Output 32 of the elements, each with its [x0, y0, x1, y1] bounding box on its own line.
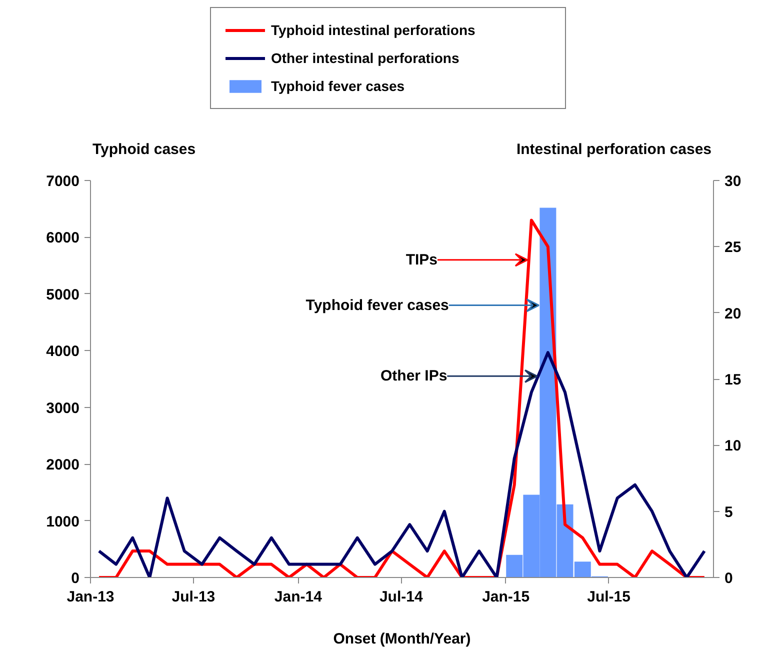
x-axis-title: Onset (Month/Year) [333, 630, 471, 648]
y2-tick-label: 10 [724, 438, 742, 455]
x-tick-label: Jan-14 [274, 588, 323, 606]
y-tick-label: 7000 [46, 173, 80, 190]
line-series [98, 218, 706, 578]
annotation: Other IPs [380, 368, 448, 385]
y2-tick-label: 25 [724, 239, 742, 256]
y-tick-label: 1000 [46, 513, 80, 530]
y2-tick-label: 20 [724, 305, 742, 322]
y-tick-label: 4000 [46, 343, 80, 360]
y2-tick-label: 5 [724, 504, 733, 521]
y-tick-label: 3000 [46, 400, 80, 417]
y-tick-label: 2000 [46, 456, 80, 474]
legend-label: Typhoid fever cases [271, 78, 406, 94]
x-tick-label: Jan-15 [482, 588, 530, 606]
y-tick-label: 0 [71, 570, 80, 587]
y-tick-label: 5000 [46, 286, 80, 304]
y2-tick-label: 0 [724, 570, 733, 587]
legend-label: Other intestinal perforations [271, 50, 460, 66]
y2-tick-label: 15 [724, 372, 742, 388]
annotation: TIPs [406, 251, 438, 268]
legend-label: Typhoid intestinal perforations [271, 22, 476, 38]
y2-axis-title: Intestinal perforation cases [516, 141, 712, 158]
x-tick-label: Jan-13 [66, 588, 114, 606]
y-axis-title: Typhoid cases [92, 141, 196, 158]
x-tick-label: Jul-15 [587, 588, 630, 606]
line-series [98, 351, 706, 578]
annotation: Typhoid fever cases [306, 296, 449, 314]
y2-tick-label: 30 [724, 173, 742, 190]
x-tick-label: Jul-14 [379, 588, 424, 606]
x-tick-label: Jul-13 [172, 588, 216, 606]
y-tick-label: 6000 [46, 230, 80, 247]
